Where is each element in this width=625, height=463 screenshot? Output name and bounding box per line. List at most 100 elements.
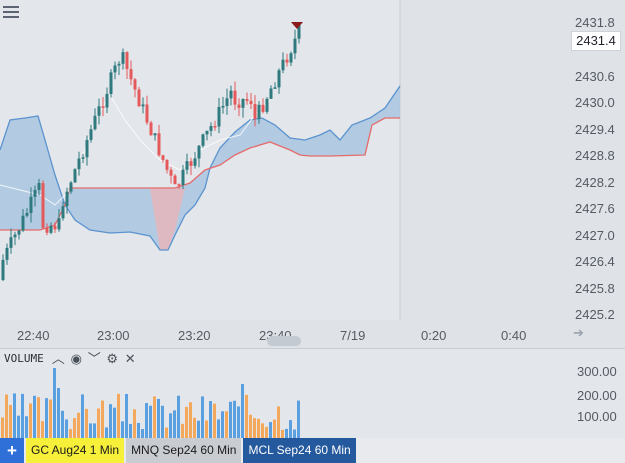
time-tick: 22:40: [17, 328, 50, 343]
volume-bar: [241, 384, 244, 438]
tab-mcl-sep24-60min[interactable]: MCL Sep24 60 Min: [243, 438, 356, 463]
volume-bar: [5, 394, 8, 438]
volume-bar: [17, 415, 20, 438]
time-tick: 0:40: [501, 328, 526, 343]
candle-body: [161, 155, 165, 160]
volume-bar: [101, 400, 104, 438]
volume-bar: [113, 407, 116, 438]
volume-bar: [237, 406, 240, 438]
volume-label: VOLUME: [4, 351, 44, 365]
candle-body: [193, 158, 197, 166]
candle-body: [49, 225, 53, 233]
candle-body: [97, 106, 101, 116]
volume-bar: [257, 418, 260, 438]
candle-body: [149, 122, 153, 136]
chevron-down-icon[interactable]: ﹀: [87, 350, 101, 366]
candle-body: [217, 106, 221, 127]
candle-body: [265, 98, 269, 112]
price-tick: 2429.4: [575, 122, 615, 137]
volume-bar: [89, 423, 92, 438]
time-tick: 7/19: [340, 328, 365, 343]
volume-bar: [201, 396, 204, 438]
chevron-up-icon[interactable]: ︿: [51, 350, 65, 366]
candle-body: [197, 145, 201, 159]
volume-bar: [289, 420, 292, 438]
candle-body: [9, 237, 13, 248]
volume-bar: [13, 393, 16, 438]
volume-bar: [225, 411, 228, 438]
chart-tabs: + GC Aug24 1 Min MNQ Sep24 60 Min MCL Se…: [0, 438, 625, 463]
conversion-line: [0, 94, 271, 206]
candle-body: [41, 183, 45, 228]
volume-bar: [281, 429, 284, 438]
close-icon[interactable]: ✕: [124, 350, 136, 366]
tab-gc-aug24-1min[interactable]: GC Aug24 1 Min: [26, 438, 125, 463]
candle-body: [205, 130, 209, 135]
volume-bar: [45, 398, 48, 438]
volume-bar: [229, 401, 232, 438]
candle-body: [109, 72, 113, 94]
scroll-right-arrow-icon[interactable]: ➔: [573, 325, 584, 340]
candle-body: [221, 105, 225, 108]
volume-bar: [25, 416, 28, 438]
volume-bar: [273, 419, 276, 438]
hamburger-icon[interactable]: [3, 6, 19, 20]
candle-body: [277, 70, 281, 88]
volume-bar: [165, 427, 168, 438]
volume-bar: [93, 423, 96, 438]
volume-bar: [61, 410, 64, 438]
volume-bar: [9, 404, 12, 438]
candle-body: [53, 225, 57, 230]
candle-body: [189, 161, 193, 166]
volume-bar: [285, 428, 288, 438]
volume-bar: [109, 404, 112, 438]
volume-bars: [1, 368, 300, 438]
volume-pane: 300.00 200.00 100.00: [0, 348, 625, 438]
time-scroll-handle[interactable]: [267, 336, 301, 346]
volume-bar: [265, 426, 268, 438]
volume-tick: 100.00: [577, 409, 617, 424]
volume-bar: [41, 421, 44, 438]
last-price-label: 2431.4: [571, 31, 621, 51]
price-chart[interactable]: 2431.8 2430.6 2430.0 2429.4 2428.8 2428.…: [0, 0, 625, 348]
volume-bar: [137, 422, 140, 438]
volume-header: VOLUME ︿ ◉ ﹀ ⚙ ✕: [4, 350, 138, 366]
candle-body: [17, 230, 21, 235]
candle-body: [257, 104, 261, 120]
candle-body: [289, 53, 293, 63]
volume-bar: [169, 413, 172, 438]
candle-body: [253, 104, 257, 120]
volume-bar: [157, 398, 160, 438]
candle-body: [33, 189, 37, 197]
candle-body: [45, 227, 49, 233]
candle-body: [201, 134, 205, 146]
volume-bar: [141, 429, 144, 438]
price-tick: 2425.2: [575, 307, 615, 322]
volume-bar: [125, 393, 128, 438]
candle-body: [153, 133, 157, 136]
volume-bar: [53, 368, 56, 438]
volume-bar: [197, 420, 200, 438]
volume-bar: [117, 393, 120, 438]
price-tick: 2427.6: [575, 201, 615, 216]
volume-bar: [213, 403, 216, 438]
volume-bar: [129, 423, 132, 438]
time-tick: 0:20: [421, 328, 446, 343]
candle-body: [293, 38, 297, 54]
volume-bar: [261, 423, 264, 438]
candle-body: [29, 196, 33, 213]
volume-bar: [161, 405, 164, 438]
candle-body: [81, 157, 85, 159]
candle-body: [233, 90, 237, 105]
candle-body: [173, 175, 177, 185]
plot-area: [0, 0, 400, 320]
tab-mnq-sep24-60min[interactable]: MNQ Sep24 60 Min: [126, 438, 242, 463]
candle-body: [273, 87, 277, 89]
volume-bar: [149, 405, 152, 438]
candle-body: [229, 90, 233, 99]
volume-bar: [33, 395, 36, 438]
volume-bar: [193, 417, 196, 438]
add-tab-button[interactable]: +: [0, 438, 24, 463]
gear-icon[interactable]: ⚙: [106, 350, 119, 366]
eye-icon[interactable]: ◉: [70, 350, 82, 366]
